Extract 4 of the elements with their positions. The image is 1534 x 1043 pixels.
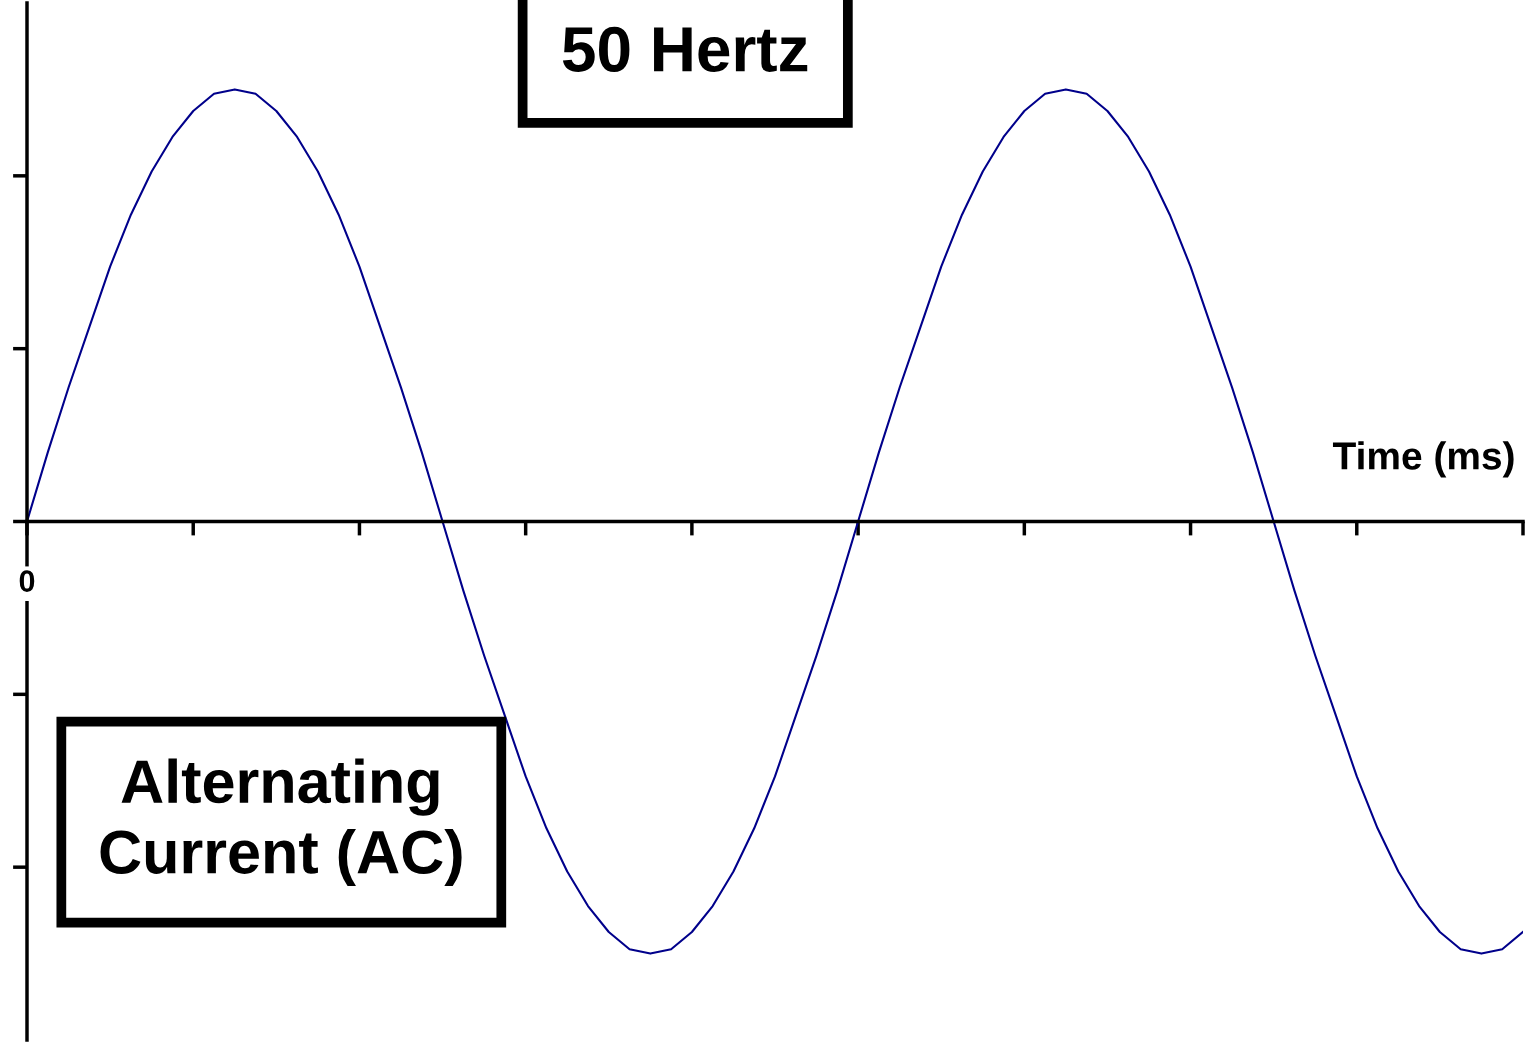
text: 50 Hertz xyxy=(562,26,808,72)
annotation: 0 xyxy=(19,570,35,592)
x-axis-title: Time (ms) xyxy=(1332,441,1514,478)
annotation: Alternating Current (AC) xyxy=(100,758,462,886)
